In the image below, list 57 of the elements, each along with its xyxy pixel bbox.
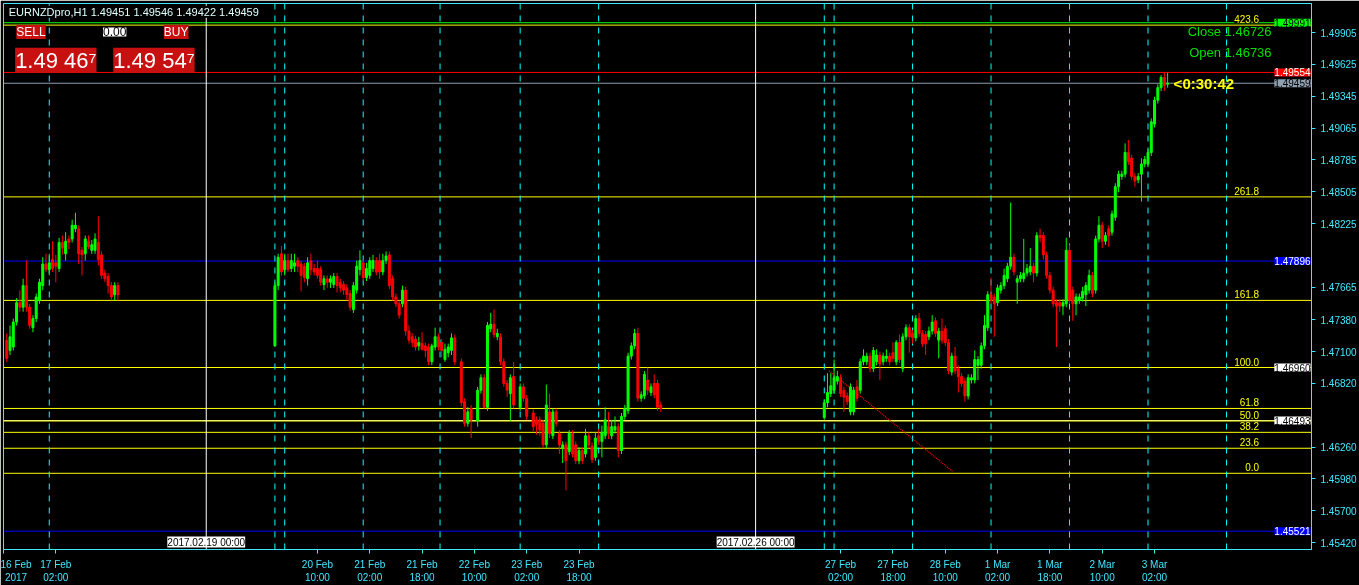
ref-line-label: 2017.02.26 00:00	[716, 536, 795, 548]
y-tick-label: 1.48225	[1320, 218, 1358, 230]
y-tick-label: 1.49905	[1320, 27, 1358, 39]
annotation: Open 1.46736	[1189, 45, 1272, 61]
ref-line-label: 1.49459	[1274, 78, 1311, 90]
x-tick-label: 23 Feb 18:00	[563, 558, 596, 583]
x-tick-label: 22 Feb 10:00	[458, 558, 491, 583]
x-tick-label: 1 Mar 02:00	[984, 558, 1012, 583]
x-tick-label: 21 Feb 18:00	[406, 558, 439, 583]
annotation: 1.49 46⁷	[15, 47, 97, 73]
y-tick-label: 1.47380	[1320, 314, 1358, 326]
annotation: 161.8	[1234, 289, 1260, 301]
annotation: SELL	[16, 24, 46, 39]
x-tick-label: 23 Feb 02:00	[511, 558, 543, 583]
annotation: 261.8	[1234, 185, 1260, 197]
y-tick-label: 1.49345	[1320, 91, 1358, 103]
x-tick-label: 17 Feb 02:00	[40, 558, 72, 583]
y-tick-label: 1.49625	[1320, 59, 1358, 71]
annotation: 38.2	[1239, 421, 1260, 433]
annotation: 0.00	[103, 25, 127, 40]
x-tick-label: 3 Mar 02:00	[1141, 558, 1168, 583]
y-tick-label: 1.45420	[1320, 537, 1358, 549]
annotation: 50.0	[1239, 409, 1260, 421]
x-tick-label: 20 Feb 10:00	[301, 558, 334, 583]
y-tick-label: 1.47100	[1320, 346, 1358, 358]
annotation: <0:30:42	[1173, 74, 1235, 92]
ref-line-label: 1.46960	[1274, 362, 1311, 374]
ref-line-label: 1.47896	[1274, 256, 1311, 268]
x-tick-label: 27 Feb 02:00	[825, 558, 857, 583]
annotation: BUY	[163, 24, 189, 39]
annotation: 100.0	[1234, 356, 1260, 368]
y-tick-label: 1.48785	[1320, 154, 1358, 166]
x-tick-label: 21 Feb 02:00	[354, 558, 386, 583]
ref-line-label: 1.46493	[1274, 415, 1311, 427]
x-tick-label: 28 Feb 10:00	[929, 558, 962, 583]
annotation: 23.6	[1239, 437, 1260, 449]
y-tick-label: 1.46260	[1320, 442, 1358, 454]
ref-line-label: 1.49991	[1274, 17, 1311, 29]
y-tick-label: 1.49065	[1320, 123, 1358, 135]
x-tick-label: 2 Mar 10:00	[1089, 558, 1116, 583]
y-tick-label: 1.47665	[1320, 282, 1358, 294]
annotation: 61.8	[1239, 397, 1260, 409]
y-tick-label: 1.45980	[1320, 473, 1358, 485]
x-tick-label: 1 Mar 18:00	[1037, 558, 1064, 583]
y-tick-label: 1.46820	[1320, 378, 1358, 390]
annotation: 0.0	[1245, 462, 1260, 474]
ref-line-label: 2017.02.19 00:00	[167, 536, 246, 548]
x-tick-label: 16 Feb 2017	[0, 558, 33, 583]
ref-line-label: 1.49554	[1274, 67, 1311, 79]
annotation: Close 1.46726	[1187, 24, 1272, 40]
y-tick-label: 1.45700	[1320, 505, 1358, 517]
y-tick-label: 1.48505	[1320, 186, 1358, 198]
annotation: 423.6	[1234, 14, 1260, 26]
annotation: 1.49 54⁷	[113, 47, 195, 73]
x-tick-label: 27 Feb 18:00	[877, 558, 909, 583]
ref-line-label: 1.45521	[1274, 526, 1311, 538]
chart-title: EURNZDpro,H1 1.49451 1.49546 1.49422 1.49459	[8, 5, 259, 18]
